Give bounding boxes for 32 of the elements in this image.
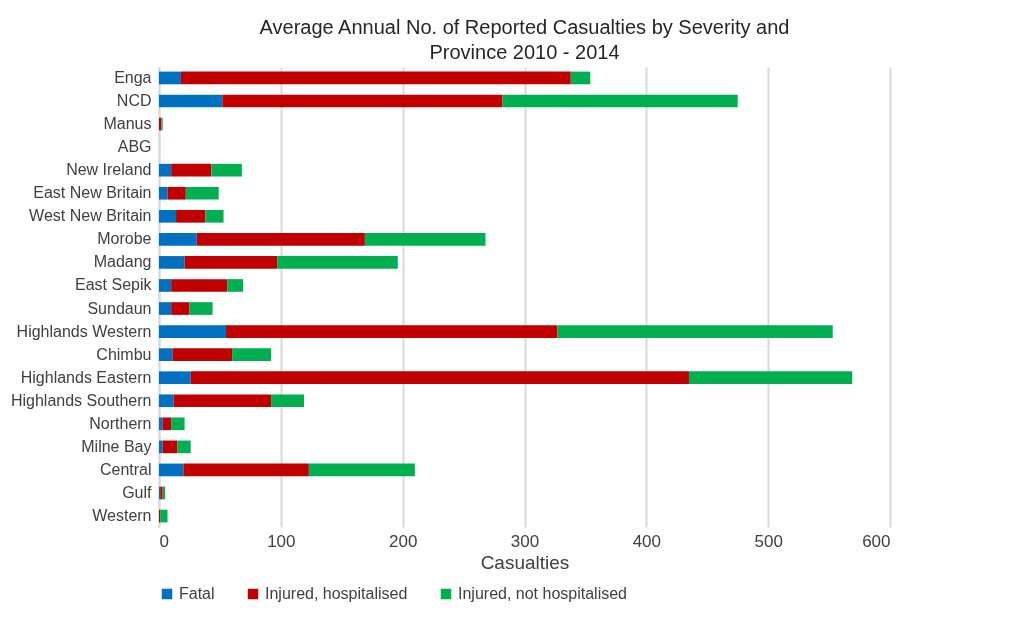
- legend-label: Injured, hospitalised: [265, 585, 408, 602]
- y-tick-label: Sundaun: [87, 299, 152, 317]
- x-tick-label: 200: [388, 531, 418, 551]
- y-tick-label: Milne Bay: [81, 437, 152, 455]
- y-tick-label: Highlands Eastern: [20, 368, 152, 386]
- y-tick-label: Morobe: [97, 230, 152, 248]
- y-tick-label: Gulf: [122, 483, 153, 501]
- y-tick-label: West New Britain: [29, 207, 152, 225]
- y-tick-label: East New Britain: [33, 184, 152, 202]
- y-tick-label: Highlands Southern: [10, 391, 152, 409]
- y-tick-label: ABG: [117, 138, 152, 156]
- legend-label: Injured, not hospitalised: [458, 585, 627, 602]
- y-tick-label: Madang: [93, 253, 152, 271]
- y-tick-label: Western: [92, 507, 152, 525]
- y-tick-label: East Sepik: [75, 276, 153, 294]
- x-tick-label: 400: [632, 531, 662, 551]
- y-tick-label: NCD: [116, 92, 152, 110]
- x-tick-label: 100: [267, 531, 296, 551]
- legend-label: Fatal: [179, 585, 215, 602]
- y-tick-label: Highlands Western: [16, 322, 152, 340]
- y-tick-label: Chimbu: [96, 345, 152, 363]
- y-tick-label: Northern: [89, 414, 152, 432]
- x-tick-label: 300: [510, 531, 540, 551]
- x-axis-title: Casualties: [480, 551, 570, 573]
- y-tick-label: Enga: [114, 68, 152, 86]
- x-tick-label: 600: [862, 531, 891, 551]
- y-tick-label: Central: [99, 460, 152, 478]
- x-tick-label: 0: [159, 531, 169, 551]
- y-tick-label: Manus: [103, 115, 152, 133]
- y-tick-label: New Ireland: [66, 161, 152, 179]
- chart-title: Average Annual No. of Reported Casualties by Severity and Province 2010 - 2014: [259, 16, 790, 63]
- x-tick-label: 500: [754, 531, 783, 551]
